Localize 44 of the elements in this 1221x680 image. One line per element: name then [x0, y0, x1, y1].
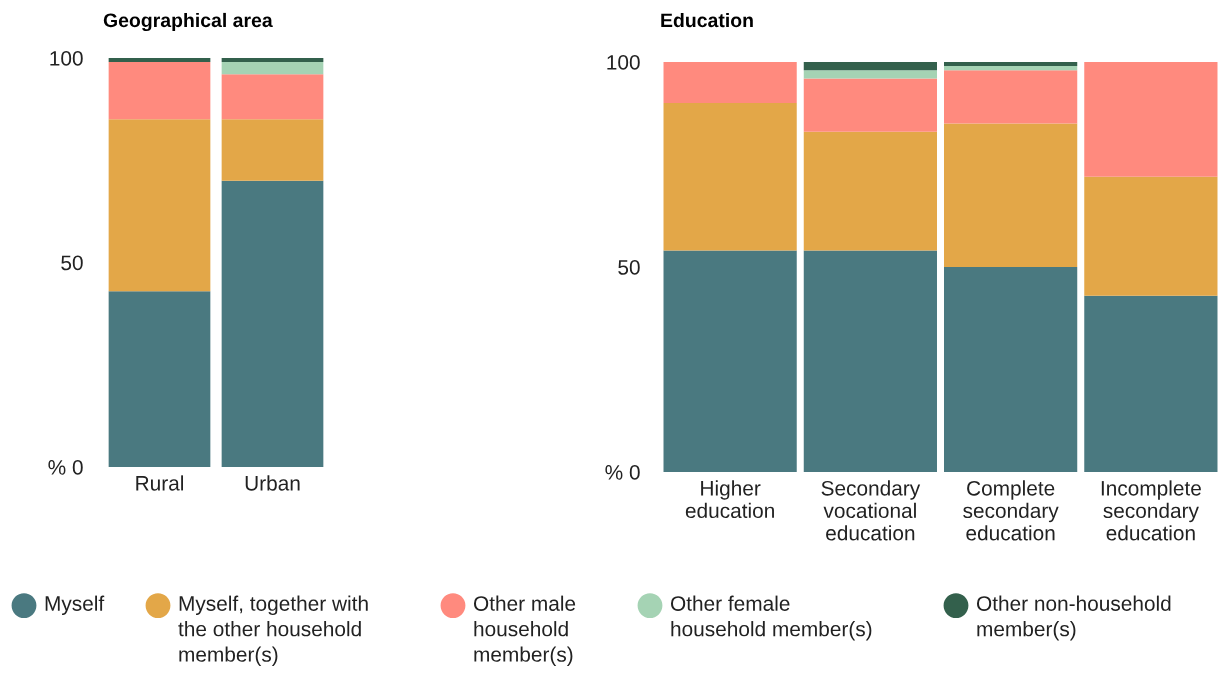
- chart-title: Education: [661, 12, 753, 28]
- bar: [221, 119, 324, 181]
- y-tick-label: % 0: [48, 460, 83, 475]
- y-tick-label: 50: [61, 255, 83, 271]
- bar: [663, 62, 797, 103]
- legend-label: Other non-household member(s): [976, 595, 1171, 641]
- bar: [1084, 62, 1218, 177]
- y-tick-label: 100: [50, 51, 83, 66]
- bar: [944, 123, 1078, 267]
- x-tick-label: Incomplete secondary education: [1101, 480, 1201, 541]
- legend-label: Other male household member(s): [473, 595, 576, 666]
- y-tick-label: % 0: [605, 465, 640, 480]
- bar: [221, 180, 324, 467]
- x-tick-label: Rural: [136, 475, 183, 491]
- bar: [803, 250, 937, 472]
- bar: [221, 74, 324, 120]
- bar: [803, 78, 937, 132]
- bar: [1084, 176, 1218, 296]
- legend-label: Myself, together with the other household member(s): [178, 595, 368, 666]
- bar: [1084, 295, 1218, 472]
- bar: [108, 119, 211, 292]
- x-tick-label: Higher education: [685, 480, 774, 519]
- y-tick-label: 50: [618, 260, 640, 275]
- bar: [803, 70, 937, 79]
- bar: [803, 62, 937, 71]
- bar: [108, 62, 211, 120]
- bar: [803, 131, 937, 251]
- x-tick-label: Urban: [245, 475, 300, 491]
- legend-label: Myself: [45, 595, 105, 616]
- bar: [108, 291, 211, 467]
- x-tick-label: Complete secondary education: [963, 480, 1059, 541]
- bar: [108, 58, 211, 63]
- bar: [944, 66, 1078, 71]
- bar: [663, 103, 797, 251]
- legend-label: Other female household member(s): [670, 595, 872, 641]
- bar: [221, 62, 324, 75]
- bar: [944, 267, 1078, 472]
- bar: [663, 250, 797, 472]
- y-tick-label: 100: [607, 55, 640, 70]
- chart-title: Geographical area: [103, 12, 273, 32]
- bar: [944, 70, 1078, 124]
- x-tick-label: Secondary vocational education: [821, 480, 921, 541]
- bar: [944, 62, 1078, 67]
- bar: [221, 58, 324, 63]
